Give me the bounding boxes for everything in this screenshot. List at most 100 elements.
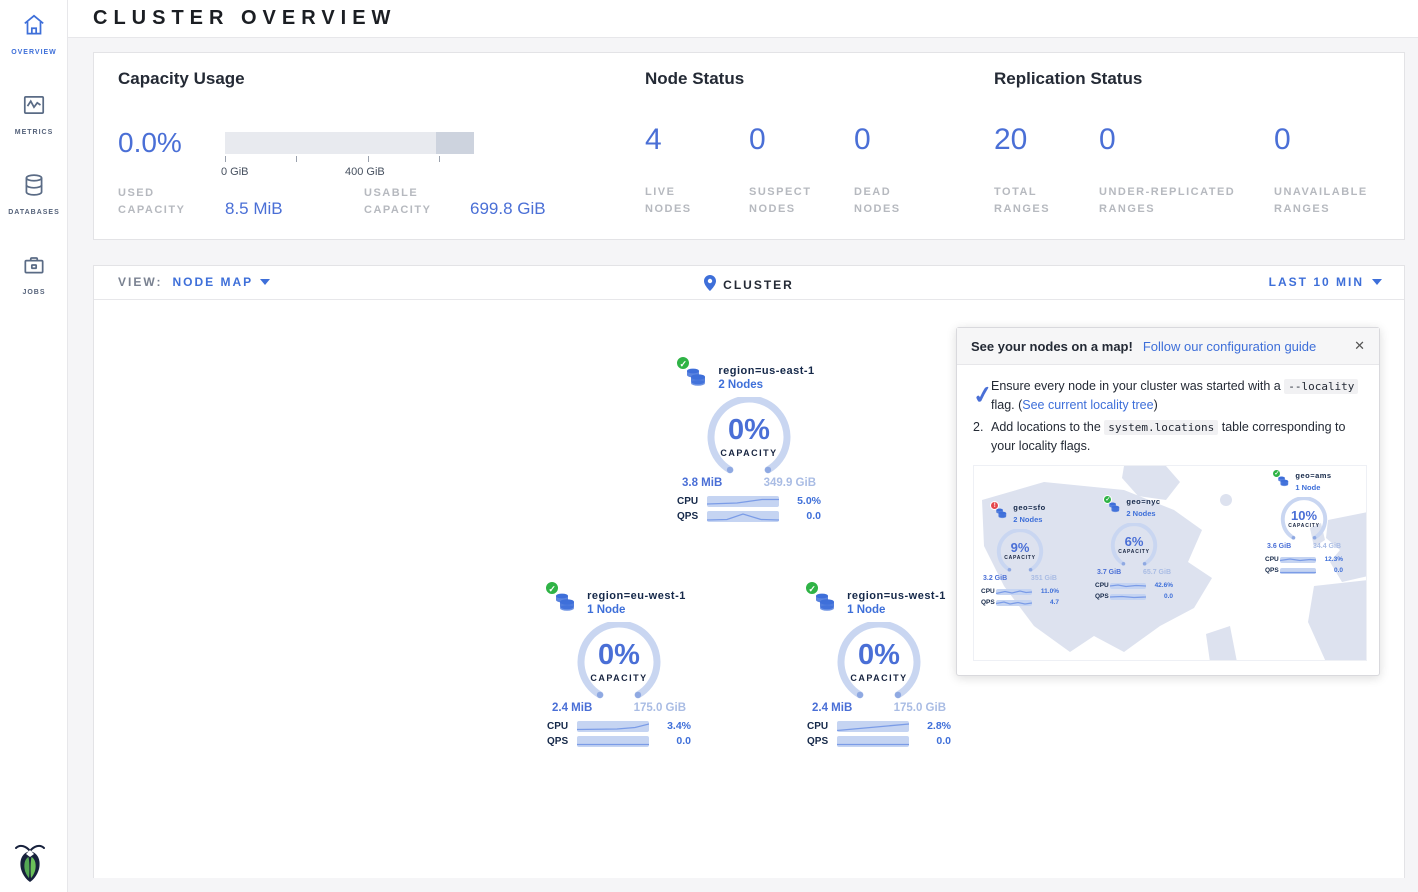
qps-metric-row: QPS 0.0: [547, 735, 691, 747]
used-capacity-label: USED CAPACITY: [118, 187, 186, 217]
dead-nodes-label: DEAD NODES: [854, 186, 901, 216]
gauge-caption: CAPACITY: [1288, 522, 1320, 529]
close-icon[interactable]: ✕: [1354, 338, 1365, 353]
step-text: table corresponding to your locality fla…: [991, 419, 1346, 454]
qps-value: 0.0: [676, 735, 691, 747]
sidebar-item-jobs[interactable]: JOBS: [0, 252, 68, 299]
capacity-bar-dark-segment: [436, 132, 474, 154]
cpu-metric-row: CPU 2.8%: [807, 720, 951, 732]
locality-tree-link[interactable]: See current locality tree: [1022, 398, 1154, 413]
warning-icon: !: [990, 501, 1000, 511]
under-replicated-ranges-label: UNDER-REPLICATED RANGES: [1099, 186, 1236, 216]
under-replicated-ranges-value: 0: [1099, 123, 1116, 156]
capacity-usage-title: Capacity Usage: [118, 69, 245, 88]
page-header: CLUSTER OVERVIEW: [68, 0, 1418, 38]
gauge-caption: CAPACITY: [850, 673, 908, 683]
capacity-gauge: 0% CAPACITY: [697, 395, 801, 481]
time-range-dropdown[interactable]: LAST 10 MIN: [1269, 275, 1382, 289]
node-region-title: region=eu-west-1: [587, 589, 686, 602]
healthy-check-icon: ✓: [545, 581, 560, 595]
unavailable-ranges-value: 0: [1274, 123, 1291, 156]
unavailable-ranges-label: UNAVAILABLE RANGES: [1274, 186, 1368, 216]
database-stack-icon: ✓: [805, 581, 839, 616]
qps-sparkline: [707, 510, 779, 522]
live-nodes-label: LIVE NODES: [645, 186, 692, 216]
step-text: Add locations to the: [991, 419, 1105, 434]
qps-sparkline: [837, 735, 909, 747]
sidebar-item-label: METRICS: [14, 129, 54, 136]
cpu-sparkline: [707, 495, 779, 507]
page-title: CLUSTER OVERVIEW: [93, 7, 397, 29]
node-region-title: region=us-east-1: [718, 364, 815, 377]
content-area: Capacity Usage 0.0% 0 GiB 400 GiB USED C…: [68, 38, 1418, 892]
mini-node-widget-nyc: ✓ geo=nyc 2 Nodes 6%: [1090, 495, 1178, 602]
node-widget-eu-west-1[interactable]: ✓ region=eu-west-1 1 Node 0% CAPACITY 2.…: [544, 581, 694, 747]
capacity-bar-ticks: 0 GiB 400 GiB: [221, 156, 474, 178]
map-pin-icon: [704, 275, 717, 294]
qps-value: 0.0: [1333, 566, 1343, 574]
replication-status-title: Replication Status: [994, 69, 1143, 88]
cpu-sparkline: [1280, 556, 1316, 563]
map-preview-illustration: ! geo=sfo 2 Nodes 9%: [973, 464, 1367, 661]
node-used-capacity: 2.4 MiB: [552, 702, 593, 714]
step-text: ): [1153, 398, 1158, 413]
capacity-gauge: 6% CAPACITY: [1105, 522, 1163, 570]
databases-icon: [21, 172, 47, 198]
breadcrumb-cluster[interactable]: CLUSTER: [723, 277, 794, 292]
cpu-value: 3.4%: [667, 720, 691, 732]
node-count[interactable]: 1 Node: [847, 603, 886, 616]
node-used-capacity: 3.6 GiB: [1267, 542, 1292, 550]
cpu-value: 12.3%: [1324, 555, 1343, 563]
node-region-title: geo=nyc: [1126, 496, 1161, 506]
node-total-capacity: 349.9 GiB: [763, 477, 816, 489]
database-stack-icon: ✓: [676, 356, 710, 391]
code-system-locations: system.locations: [1104, 419, 1219, 435]
healthy-check-icon: ✓: [676, 356, 691, 370]
node-used-capacity: 2.4 MiB: [812, 702, 853, 714]
gauge-percent: 0%: [858, 639, 900, 671]
sidebar-item-databases[interactable]: DATABASES: [0, 172, 68, 219]
qps-label: QPS: [677, 510, 699, 522]
total-ranges-label: TOTAL RANGES: [994, 186, 1051, 216]
tick-label: 400 GiB: [345, 166, 385, 178]
qps-value: 0.0: [1163, 592, 1173, 600]
sidebar-item-metrics[interactable]: METRICS: [0, 92, 68, 139]
node-count[interactable]: 1 Node: [587, 603, 626, 616]
healthy-check-icon: ✓: [1272, 469, 1282, 479]
sidebar-item-label: JOBS: [22, 289, 46, 296]
qps-value: 4.7: [1049, 598, 1059, 606]
database-stack-icon: ✓: [1272, 469, 1291, 489]
code-locality-flag: --locality: [1284, 379, 1359, 394]
usable-capacity-value: 699.8 GiB: [470, 199, 546, 218]
capacity-used-percent: 0.0%: [118, 127, 182, 158]
node-used-capacity: 3.8 MiB: [682, 477, 723, 489]
sidebar-item-overview[interactable]: OVERVIEW: [0, 12, 68, 59]
node-status-title: Node Status: [645, 69, 745, 88]
qps-value: 0.0: [936, 735, 951, 747]
usable-capacity-label: USABLE CAPACITY: [364, 187, 432, 217]
popup-title: See your nodes on a map!: [971, 338, 1133, 354]
node-widget-us-west-1[interactable]: ✓ region=us-west-1 1 Node 0% CAPACITY 2.…: [804, 581, 954, 747]
cpu-value: 5.0%: [797, 495, 821, 507]
step-number: 2.: [973, 419, 984, 434]
chevron-down-icon: [260, 279, 271, 285]
database-stack-icon: ✓: [545, 581, 579, 616]
gauge-percent: 0%: [728, 414, 770, 446]
node-count: 2 Nodes: [1013, 515, 1043, 525]
qps-label: QPS: [1265, 566, 1279, 574]
configuration-guide-link[interactable]: Follow our configuration guide: [1142, 338, 1317, 354]
metrics-icon: [21, 92, 47, 118]
node-total-capacity: 351 GiB: [1030, 574, 1057, 582]
gauge-caption: CAPACITY: [720, 448, 778, 458]
node-total-capacity: 175.0 GiB: [893, 702, 946, 714]
dead-nodes-value: 0: [854, 123, 871, 156]
cpu-metric-row: CPU 3.4%: [547, 720, 691, 732]
capacity-gauge: 9% CAPACITY: [991, 528, 1049, 576]
node-total-capacity: 34.4 GiB: [1312, 542, 1341, 550]
node-count[interactable]: 2 Nodes: [718, 378, 764, 391]
cockroachdb-logo[interactable]: [10, 840, 50, 884]
view-selector-dropdown[interactable]: NODE MAP: [172, 275, 271, 289]
node-widget-us-east-1[interactable]: ✓ region=us-east-1 2 Nodes 0% CAPACITY 3…: [674, 356, 824, 522]
qps-metric-row: QPS 0.0: [677, 510, 821, 522]
qps-value: 0.0: [806, 510, 821, 522]
